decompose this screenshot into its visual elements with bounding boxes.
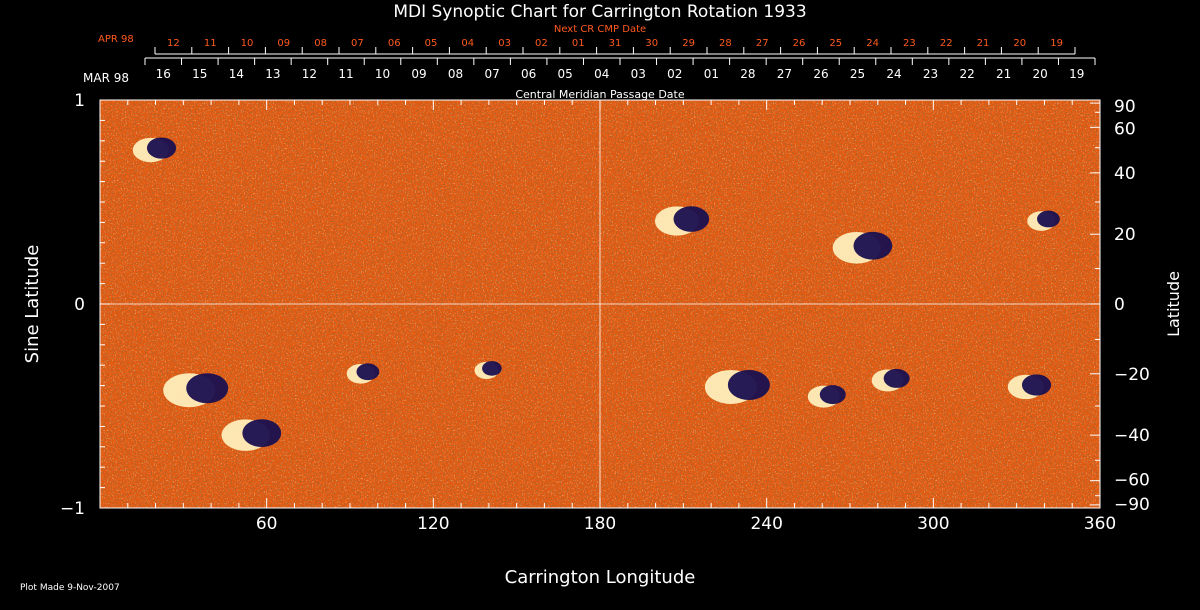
cmp-day-label: 25 <box>850 67 865 81</box>
next-cr-day-label: 25 <box>829 38 842 49</box>
cmp-day-label: 02 <box>667 67 682 81</box>
next-cr-day-label: 19 <box>1050 38 1063 49</box>
cmp-day-label: 12 <box>302 67 317 81</box>
x-axis-label: Carrington Longitude <box>505 567 696 588</box>
next-cr-day-label: 23 <box>903 38 916 49</box>
next-cr-day-label: 20 <box>1013 38 1026 49</box>
cmp-day-label: 09 <box>411 67 426 81</box>
cmp-day-label: 15 <box>192 67 207 81</box>
cmp-day-label: 16 <box>156 67 171 81</box>
x-tick-label: 300 <box>917 514 949 534</box>
cmp-axis-caption: Central Meridian Passage Date <box>515 88 684 101</box>
next-cr-day-label: 12 <box>167 38 180 49</box>
y-right-tick-label: −20 <box>1114 365 1150 385</box>
next-cr-day-label: 24 <box>866 38 879 49</box>
x-tick-label: 120 <box>417 514 449 534</box>
next-cr-day-label: 21 <box>977 38 990 49</box>
x-tick-label: 60 <box>256 514 278 534</box>
next-cr-day-label: 05 <box>425 38 438 49</box>
cmp-day-label: 10 <box>375 67 390 81</box>
next-cr-day-label: 01 <box>572 38 585 49</box>
cmp-day-label: 03 <box>631 67 646 81</box>
x-tick-label: 240 <box>750 514 782 534</box>
next-cr-day-label: 08 <box>314 38 327 49</box>
cmp-day-label: 08 <box>448 67 463 81</box>
next-cr-day-label: 28 <box>719 38 732 49</box>
y-axis-right-label: Latitude <box>1164 271 1183 337</box>
next-cr-day-label: 10 <box>241 38 254 49</box>
cmp-day-label: 26 <box>813 67 828 81</box>
next-cr-day-label: 02 <box>535 38 548 49</box>
cmp-day-label: 20 <box>1033 67 1048 81</box>
y-axis-left: 1 0 −1 <box>60 91 110 519</box>
cmp-day-label: 24 <box>886 67 901 81</box>
y-left-tick-label: 1 <box>74 91 85 111</box>
next-cr-day-label: 04 <box>461 38 474 49</box>
plot-made-footer: Plot Made 9-Nov-2007 <box>20 583 120 593</box>
next-cr-day-label: 06 <box>388 38 401 49</box>
x-tick-label: 360 <box>1084 514 1116 534</box>
y-left-tick-label: 0 <box>74 295 85 315</box>
cmp-day-label: 07 <box>484 67 499 81</box>
active-region-negative <box>883 368 910 388</box>
active-region-negative <box>673 206 710 232</box>
active-region-negative <box>1037 210 1060 228</box>
cmp-month-label: MAR 98 <box>83 71 129 85</box>
y-left-tick-label: −1 <box>60 499 85 519</box>
cmp-day-label: 05 <box>558 67 573 81</box>
cmp-day-label: 06 <box>521 67 536 81</box>
active-region-negative <box>819 385 846 405</box>
next-cr-day-label: 31 <box>609 38 622 49</box>
y-axis-left-label: Sine Latitude <box>22 245 43 364</box>
cmp-day-label: 22 <box>959 67 974 81</box>
active-regions <box>132 137 1060 451</box>
cmp-day-label: 01 <box>704 67 719 81</box>
x-tick-label: 180 <box>584 514 616 534</box>
next-cr-day-label: 27 <box>756 38 769 49</box>
next-cr-day-label: 09 <box>277 38 290 49</box>
y-right-tick-label: 0 <box>1114 295 1125 315</box>
y-right-tick-label: −40 <box>1114 426 1150 446</box>
active-region-negative <box>186 373 229 404</box>
next-cr-month-label: APR 98 <box>98 34 134 45</box>
next-cr-axis: 12 11 10 09 08 07 06 05 04 03 02 01 31 30 29 28 27 26 25 24… <box>154 38 1076 55</box>
next-cr-day-label: 30 <box>645 38 658 49</box>
next-cr-day-label: 07 <box>351 38 364 49</box>
active-region-negative <box>482 361 502 376</box>
y-right-tick-label: 20 <box>1114 225 1136 245</box>
cmp-day-label: 27 <box>777 67 792 81</box>
next-cr-day-label: 29 <box>682 38 695 49</box>
cmp-day-label: 13 <box>265 67 280 81</box>
active-region-negative <box>242 419 282 448</box>
y-right-tick-label: 40 <box>1114 164 1136 184</box>
active-region-negative <box>1021 374 1052 396</box>
cmp-day-label: 14 <box>229 67 244 81</box>
y-right-tick-label: 60 <box>1114 119 1136 139</box>
cmp-day-label: 23 <box>923 67 938 81</box>
chart-title: MDI Synoptic Chart for Carrington Rotati… <box>393 2 806 22</box>
cmp-day-label: 04 <box>594 67 609 81</box>
active-region-negative <box>853 231 893 260</box>
active-region-negative <box>356 363 380 381</box>
active-region-negative <box>146 137 177 159</box>
next-cr-axis-caption: Next CR CMP Date <box>554 24 646 35</box>
y-right-tick-label: −60 <box>1114 471 1150 491</box>
y-right-tick-label: −90 <box>1114 495 1150 515</box>
x-axis: 60 120 180 240 300 360 <box>127 100 1116 534</box>
cmp-day-label: 28 <box>740 67 755 81</box>
y-right-tick-label: 90 <box>1114 97 1136 117</box>
cmp-date-axis: 16 15 14 13 12 11 10 09 08 07 06 05 04 03 02 01 28 27 26 25… <box>144 57 1096 81</box>
cmp-day-label: 19 <box>1069 67 1084 81</box>
cmp-day-label: 11 <box>338 67 353 81</box>
next-cr-day-label: 03 <box>498 38 511 49</box>
active-region-negative <box>727 369 770 400</box>
next-cr-day-label: 26 <box>793 38 806 49</box>
cmp-day-label: 21 <box>996 67 1011 81</box>
next-cr-day-label: 11 <box>204 38 217 49</box>
next-cr-day-label: 22 <box>940 38 953 49</box>
